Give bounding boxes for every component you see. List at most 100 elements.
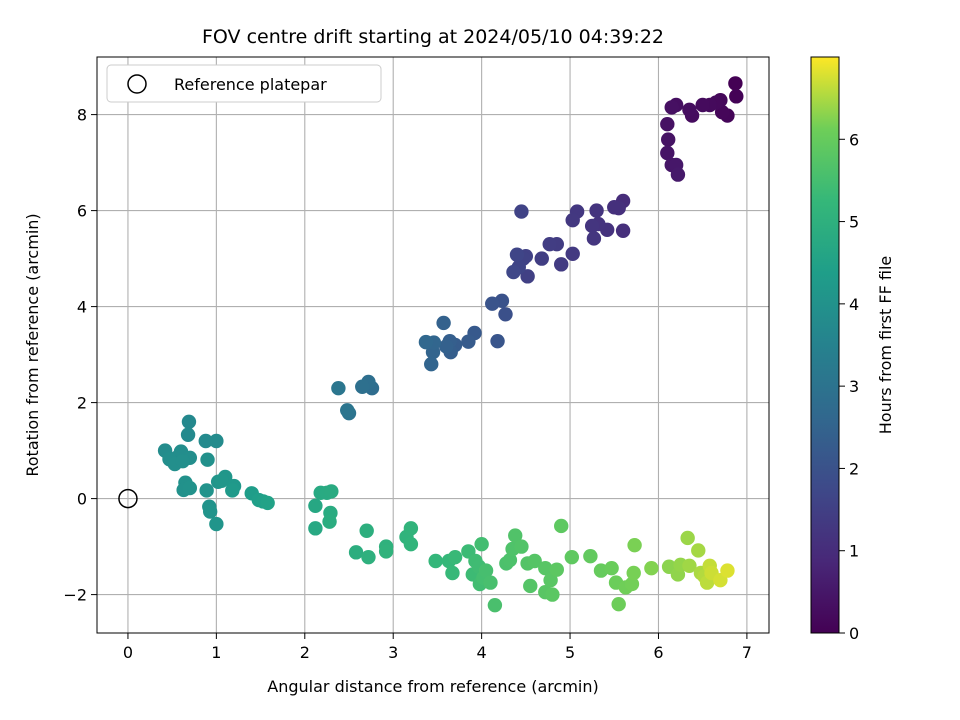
scatter-point xyxy=(549,562,564,577)
scatter-point xyxy=(348,545,364,560)
scatter-point xyxy=(729,89,744,104)
colorbar-tick-label: 6 xyxy=(849,130,859,149)
scatter-point xyxy=(445,565,460,581)
x-tick-label: 0 xyxy=(123,643,133,662)
colorbar-tick-label: 5 xyxy=(849,213,859,232)
x-tick-label: 6 xyxy=(653,643,663,662)
grid xyxy=(97,57,769,633)
scatter-point xyxy=(182,480,198,496)
scatter-point xyxy=(506,264,521,280)
x-axis-label: Angular distance from reference (arcmin) xyxy=(267,677,598,696)
colorbar: 0 1 2 3 4 5 6 Hours from first FF file xyxy=(810,56,895,643)
scatter-point xyxy=(487,597,503,613)
scatter-point xyxy=(520,269,535,284)
y-tick-label: 4 xyxy=(77,298,87,317)
scatter-point xyxy=(604,561,619,576)
scatter-point xyxy=(661,132,676,147)
plot-frame xyxy=(96,56,770,634)
y-tick-label: −2 xyxy=(63,586,87,605)
x-tick-label: 4 xyxy=(477,643,487,662)
scatter-point xyxy=(583,549,598,564)
scatter-point xyxy=(340,403,355,418)
scatter-point xyxy=(180,427,196,442)
colorbar-tick-label: 4 xyxy=(849,295,859,314)
scatter-point xyxy=(691,543,706,558)
scatter-point xyxy=(202,504,218,519)
scatter-point xyxy=(523,578,538,594)
scatter-point xyxy=(502,552,518,568)
scatter-point xyxy=(564,549,580,565)
scatter-point xyxy=(565,213,580,228)
scatter-point xyxy=(514,204,529,219)
scatter-point xyxy=(474,537,489,552)
x-ticks: 0 1 2 3 4 5 6 7 xyxy=(123,633,752,662)
scatter-point xyxy=(447,549,463,565)
scatter-point xyxy=(586,231,602,246)
scatter-point xyxy=(209,516,224,532)
colorbar-tick-label: 2 xyxy=(849,459,859,478)
scatter-point xyxy=(490,333,505,349)
x-tick-label: 2 xyxy=(300,643,310,662)
colorbar-label: Hours from first FF file xyxy=(876,256,895,435)
colorbar-gradient xyxy=(810,56,840,634)
reference-point xyxy=(118,488,138,509)
scatter-point xyxy=(361,549,376,565)
scatter-point xyxy=(534,251,549,266)
scatter-point xyxy=(682,102,697,118)
scatter-point xyxy=(439,339,454,354)
scatter-point xyxy=(542,237,557,252)
scatter-point xyxy=(611,597,626,612)
scatter-point xyxy=(331,381,346,396)
scatter-point xyxy=(461,334,476,349)
legend: Reference platepar xyxy=(106,64,382,103)
scatter-point xyxy=(644,561,659,576)
scatter-point xyxy=(403,537,419,552)
data-points xyxy=(157,76,744,613)
scatter-point xyxy=(624,576,640,592)
scatter-point xyxy=(720,563,735,578)
scatter-point xyxy=(565,246,580,261)
scatter-point xyxy=(545,587,560,602)
scatter-point xyxy=(418,334,434,350)
colorbar-tick-label: 1 xyxy=(849,542,859,561)
x-tick-label: 3 xyxy=(388,643,398,662)
scatter-point xyxy=(198,433,213,449)
scatter-point xyxy=(607,200,622,215)
legend-entry: Reference platepar xyxy=(174,75,327,94)
scatter-point xyxy=(378,544,394,559)
colorbar-ticks: 0 1 2 3 4 5 6 xyxy=(839,130,859,643)
scatter-point xyxy=(260,495,275,511)
scatter-point xyxy=(554,518,569,534)
scatter-point xyxy=(728,76,743,91)
scatter-point xyxy=(527,553,542,569)
scatter-point xyxy=(181,414,197,429)
scatter-point xyxy=(538,561,553,576)
scatter-point xyxy=(199,483,214,498)
scatter-point xyxy=(589,203,604,218)
scatter-point xyxy=(682,558,697,573)
y-tick-label: 8 xyxy=(77,106,87,125)
scatter-point xyxy=(200,452,215,467)
scatter-point xyxy=(664,100,679,115)
y-tick-label: 0 xyxy=(77,490,87,509)
scatter-point xyxy=(322,514,337,529)
scatter-point xyxy=(626,565,641,581)
scatter-point xyxy=(355,379,370,394)
legend-marker xyxy=(127,74,147,94)
scatter-point xyxy=(660,145,675,161)
chart-title: FOV centre drift starting at 2024/05/10 … xyxy=(202,26,664,48)
scatter-point xyxy=(680,530,695,546)
scatter-point xyxy=(436,315,451,331)
colorbar-tick-label: 3 xyxy=(849,377,859,396)
scatter-point xyxy=(308,498,323,513)
scatter-point xyxy=(428,553,443,569)
scatter-point xyxy=(478,563,494,578)
x-tick-label: 5 xyxy=(565,643,575,662)
scatter-point xyxy=(627,537,642,553)
scatter-point xyxy=(584,218,600,234)
scatter-point xyxy=(214,473,229,489)
scatter-point xyxy=(695,97,710,113)
scatter-point xyxy=(209,433,224,449)
scatter-point xyxy=(225,483,240,498)
